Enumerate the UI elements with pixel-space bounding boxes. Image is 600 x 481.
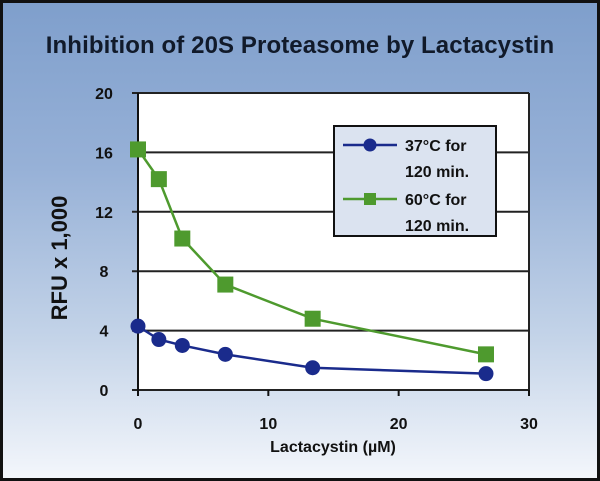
data-point-circle — [217, 346, 233, 362]
legend-item-1-line1: 37°C for — [405, 138, 467, 155]
y-tick-label: 8 — [100, 264, 109, 281]
data-point-square — [304, 310, 321, 327]
data-point-square — [477, 346, 494, 363]
y-tick-labels: 0 4 8 12 16 20 — [95, 86, 113, 400]
x-tick-label: 10 — [259, 416, 277, 433]
data-point-square — [130, 141, 146, 158]
legend: 37°C for 120 min. 60°C for 120 min. — [333, 125, 497, 237]
data-point-square — [174, 230, 191, 247]
y-axis-label: RFU x 1,000 — [47, 196, 72, 321]
legend-item-2-line2: 120 min. — [405, 218, 469, 235]
data-point-circle — [174, 337, 190, 353]
chart-title: Inhibition of 20S Proteasome by Lactacys… — [45, 32, 555, 59]
x-tick-labels: 0 10 20 30 — [134, 416, 538, 433]
data-point-circle — [478, 366, 494, 382]
x-tick-label: 0 — [134, 416, 143, 433]
legend-square-icon — [364, 193, 376, 205]
y-tick-label: 0 — [100, 383, 109, 400]
x-tick-label: 30 — [520, 416, 538, 433]
data-point-circle — [151, 332, 167, 348]
legend-circle-icon — [363, 138, 377, 152]
gridlines — [132, 92, 529, 391]
x-axis-label: Lactacystin (µM) — [270, 439, 396, 456]
data-point-circle — [305, 360, 321, 376]
data-point-square — [217, 276, 234, 293]
y-tick-label: 4 — [100, 324, 109, 341]
data-series — [130, 141, 494, 382]
x-tick-label: 20 — [390, 416, 408, 433]
y-tick-label: 12 — [95, 205, 113, 222]
data-point-square — [150, 171, 167, 188]
y-tick-label: 16 — [95, 145, 113, 162]
legend-item-1-line2: 120 min. — [405, 164, 469, 181]
legend-item-2-line1: 60°C for — [405, 192, 467, 209]
y-tick-label: 20 — [95, 86, 113, 103]
data-point-circle — [130, 318, 146, 334]
